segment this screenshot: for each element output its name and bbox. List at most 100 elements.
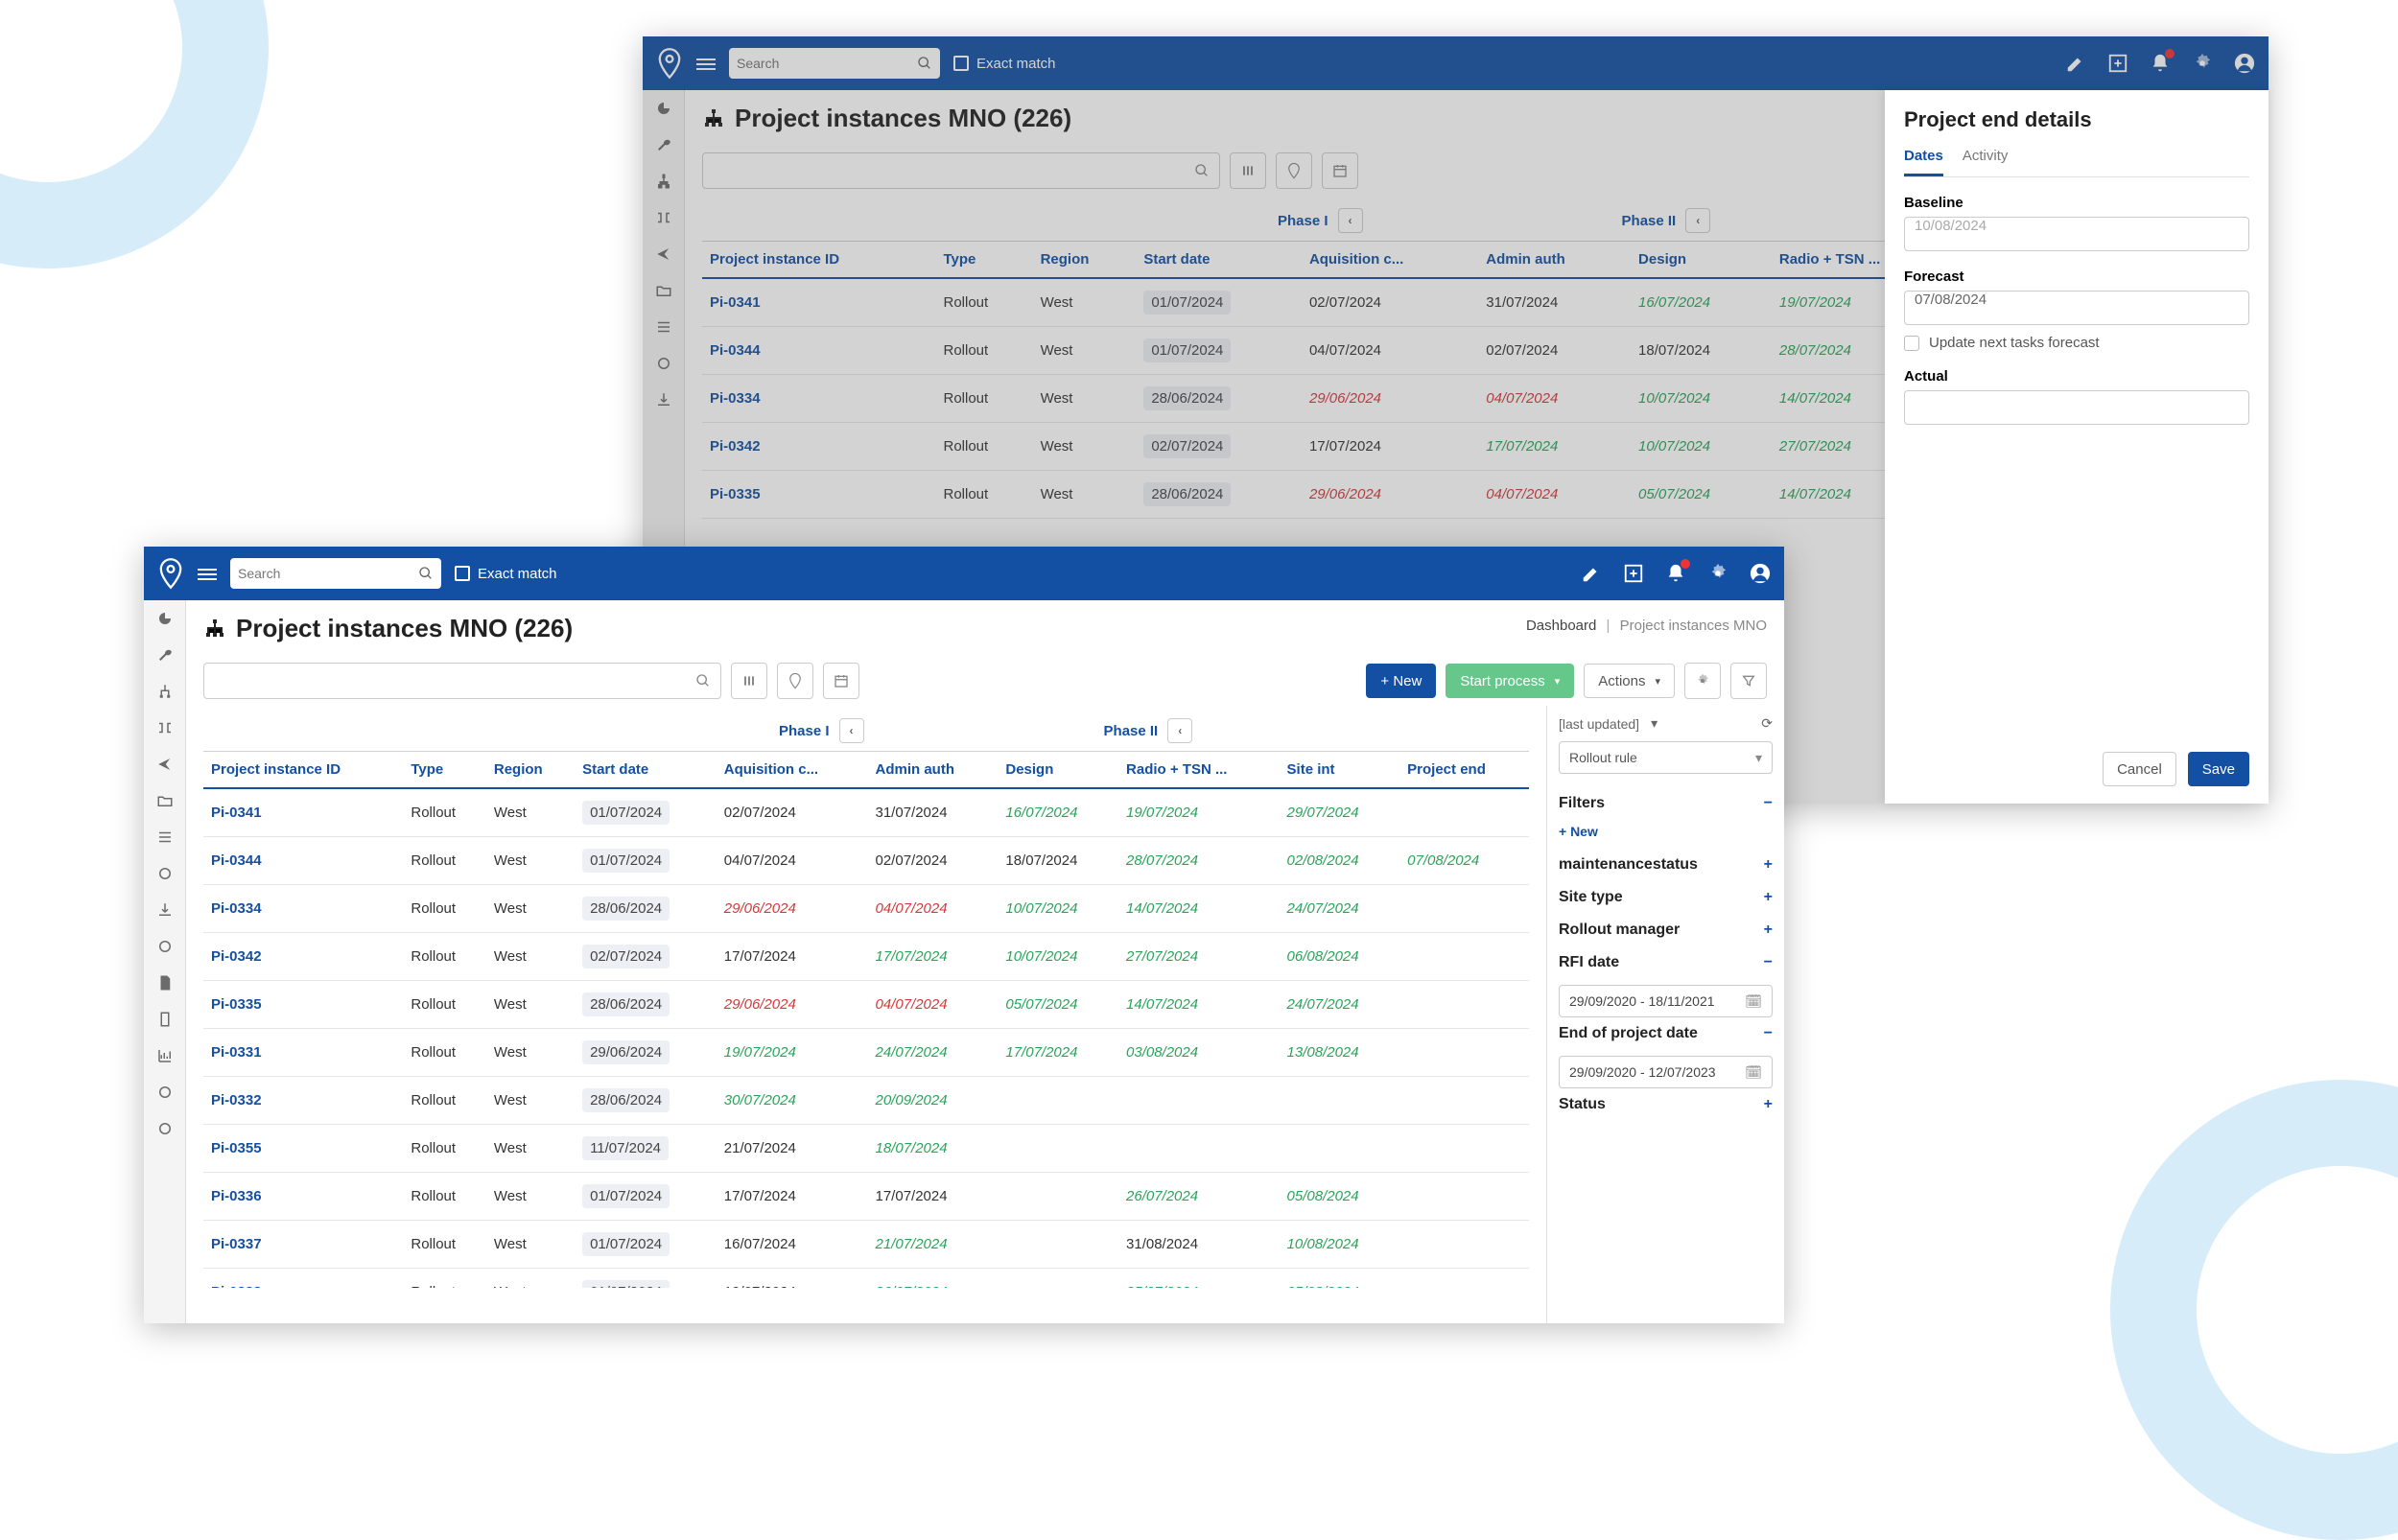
cell-pend[interactable]: 07/08/2024: [1399, 837, 1529, 885]
th-acq[interactable]: Aquisition c...: [717, 752, 868, 788]
last-updated[interactable]: [last updated]: [1559, 716, 1639, 732]
download-icon[interactable]: [156, 901, 174, 919]
cell-design[interactable]: 10/07/2024: [1631, 423, 1772, 471]
cell-radio[interactable]: 27/07/2024: [1118, 933, 1280, 981]
reload-icon[interactable]: ⟳: [1761, 715, 1773, 732]
checkbox-icon[interactable]: [1904, 336, 1919, 351]
cell-siteint[interactable]: 05/08/2024: [1280, 1269, 1400, 1289]
folder-icon[interactable]: [156, 792, 174, 809]
sitemap-icon[interactable]: [655, 173, 672, 190]
cell-admin[interactable]: 24/07/2024: [868, 1029, 999, 1077]
cell-acq[interactable]: 17/07/2024: [717, 933, 868, 981]
cell-id[interactable]: Pi-0342: [702, 423, 936, 471]
breadcrumb-root[interactable]: Dashboard: [1526, 618, 1596, 634]
actions-button[interactable]: Actions: [1584, 664, 1675, 698]
cell-radio[interactable]: 03/08/2024: [1118, 1029, 1280, 1077]
cell-acq[interactable]: 17/07/2024: [1302, 423, 1478, 471]
circle-icon[interactable]: [156, 865, 174, 882]
cell-radio[interactable]: 26/07/2024: [1118, 1173, 1280, 1221]
phase-prev-button[interactable]: ‹: [1685, 208, 1710, 233]
cell-start[interactable]: 28/06/2024: [575, 885, 717, 933]
cell-siteint[interactable]: 29/07/2024: [1280, 788, 1400, 837]
eop-date-range[interactable]: 29/09/2020 - 12/07/2023🗓: [1559, 1056, 1773, 1088]
cell-design[interactable]: [998, 1221, 1118, 1269]
folder-icon[interactable]: [655, 282, 672, 299]
phase-prev-button[interactable]: ‹: [1338, 208, 1363, 233]
table-search[interactable]: [203, 663, 721, 699]
actual-input[interactable]: [1904, 390, 2249, 425]
device-icon[interactable]: [156, 1011, 174, 1028]
menu-toggle-icon[interactable]: [696, 56, 716, 71]
cancel-button[interactable]: Cancel: [2103, 752, 2176, 786]
cell-id[interactable]: Pi-0331: [203, 1029, 403, 1077]
cell-acq[interactable]: 21/07/2024: [717, 1125, 868, 1173]
cell-design[interactable]: 16/07/2024: [998, 788, 1118, 837]
new-button[interactable]: + New: [1366, 664, 1436, 698]
cell-pend[interactable]: [1399, 788, 1529, 837]
cell-start[interactable]: 28/06/2024: [575, 981, 717, 1029]
cell-pend[interactable]: [1399, 885, 1529, 933]
bell-icon[interactable]: [1665, 563, 1686, 584]
cell-id[interactable]: Pi-0332: [203, 1077, 403, 1125]
cell-pend[interactable]: [1399, 933, 1529, 981]
global-search[interactable]: [230, 558, 441, 589]
bell-icon[interactable]: [2150, 53, 2171, 74]
start-process-button[interactable]: Start process: [1446, 664, 1574, 698]
download-icon[interactable]: [655, 391, 672, 408]
cell-admin[interactable]: 02/07/2024: [1478, 327, 1631, 375]
table-row[interactable]: Pi-0331RolloutWest29/06/202419/07/202424…: [203, 1029, 1529, 1077]
th-pend[interactable]: Project end: [1399, 752, 1529, 788]
pin-btn[interactable]: [777, 663, 813, 699]
table-row[interactable]: Pi-0344RolloutWest01/07/202404/07/202402…: [203, 837, 1529, 885]
cell-admin[interactable]: 17/07/2024: [868, 1173, 999, 1221]
cell-id[interactable]: Pi-0344: [203, 837, 403, 885]
cell-pend[interactable]: [1399, 1269, 1529, 1289]
cell-acq[interactable]: 19/07/2024: [717, 1269, 868, 1289]
cell-design[interactable]: 10/07/2024: [998, 933, 1118, 981]
cell-start[interactable]: 01/07/2024: [575, 1269, 717, 1289]
gear-icon[interactable]: [1707, 563, 1728, 584]
th-start[interactable]: Start date: [575, 752, 717, 788]
expand-icon[interactable]: +: [1764, 889, 1773, 906]
add-panel-icon[interactable]: [2107, 53, 2128, 74]
th-region[interactable]: Region: [486, 752, 575, 788]
table-row[interactable]: Pi-0341RolloutWest01/07/202402/07/202431…: [203, 788, 1529, 837]
th-radio[interactable]: Radio + TSN ...: [1118, 752, 1280, 788]
cell-start[interactable]: 02/07/2024: [575, 933, 717, 981]
table-row[interactable]: Pi-0334RolloutWest28/06/202429/06/202404…: [203, 885, 1529, 933]
cell-id[interactable]: Pi-0336: [203, 1173, 403, 1221]
list-icon[interactable]: [655, 318, 672, 336]
cell-admin[interactable]: 17/07/2024: [868, 933, 999, 981]
cell-siteint[interactable]: 24/07/2024: [1280, 981, 1400, 1029]
cell-admin[interactable]: 31/07/2024: [868, 788, 999, 837]
global-search[interactable]: [729, 48, 940, 79]
th-design[interactable]: Design: [998, 752, 1118, 788]
cell-acq[interactable]: 02/07/2024: [717, 788, 868, 837]
cell-siteint[interactable]: 24/07/2024: [1280, 885, 1400, 933]
cell-design[interactable]: [998, 1269, 1118, 1289]
table-row[interactable]: Pi-0335RolloutWest28/06/202429/06/202404…: [203, 981, 1529, 1029]
th-id[interactable]: Project instance ID: [702, 242, 936, 278]
cell-siteint[interactable]: 10/08/2024: [1280, 1221, 1400, 1269]
exact-match-toggle[interactable]: Exact match: [455, 566, 557, 582]
cell-radio[interactable]: 31/08/2024: [1118, 1221, 1280, 1269]
cell-pend[interactable]: [1399, 1221, 1529, 1269]
checkbox-icon[interactable]: [455, 566, 470, 581]
expand-icon[interactable]: +: [1764, 856, 1773, 874]
edit-icon[interactable]: [1581, 563, 1602, 584]
cell-pend[interactable]: [1399, 981, 1529, 1029]
cell-radio[interactable]: 28/07/2024: [1118, 837, 1280, 885]
pin-btn[interactable]: [1276, 152, 1312, 189]
cell-id[interactable]: Pi-0342: [203, 933, 403, 981]
cell-acq[interactable]: 16/07/2024: [717, 1221, 868, 1269]
filters-new-link[interactable]: + New: [1559, 824, 1773, 839]
cell-id[interactable]: Pi-0344: [702, 327, 936, 375]
th-design[interactable]: Design: [1631, 242, 1772, 278]
cell-design[interactable]: 10/07/2024: [1631, 375, 1772, 423]
cols-btn[interactable]: [1230, 152, 1266, 189]
cell-start[interactable]: 01/07/2024: [575, 1173, 717, 1221]
cell-siteint[interactable]: 05/08/2024: [1280, 1173, 1400, 1221]
circle-icon[interactable]: [156, 938, 174, 955]
cell-id[interactable]: Pi-0334: [203, 885, 403, 933]
cell-admin[interactable]: 20/09/2024: [868, 1077, 999, 1125]
